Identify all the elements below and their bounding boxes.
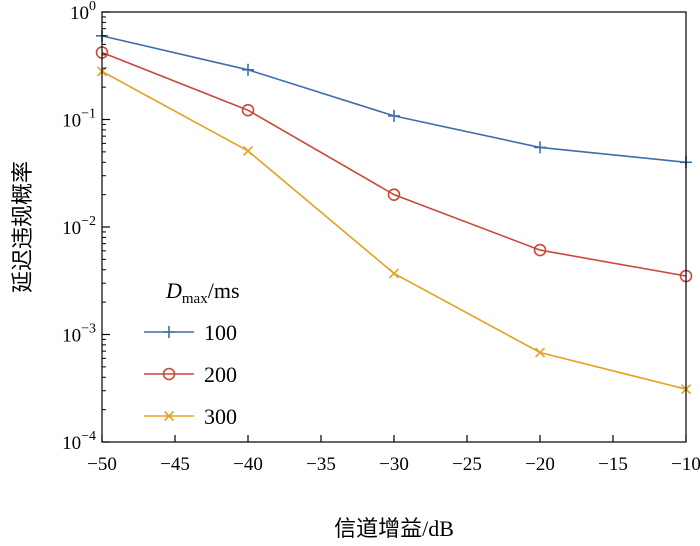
data-point-300 <box>534 347 546 358</box>
x-tick-label: −15 <box>598 454 628 475</box>
series-line-100 <box>101 35 687 164</box>
y-tick-label: 10−3 <box>62 322 96 347</box>
y-tick-base: 10 <box>62 218 81 239</box>
x-axis: −50 −45 −40 −35 −30 −25 −20 −15 −10 <box>87 435 700 475</box>
x-tick-label: −10 <box>671 454 700 475</box>
legend: Dmax/ms 100 200 300 <box>144 278 240 429</box>
data-point-200 <box>241 103 255 117</box>
y-tick-base: 10 <box>62 433 81 454</box>
legend-marker-300 <box>163 410 175 422</box>
y-tick-base: 10 <box>62 326 81 347</box>
data-point-300 <box>242 145 254 157</box>
y-tick-label: 10−1 <box>62 107 96 132</box>
legend-label-200: 200 <box>204 362 237 387</box>
data-point-200 <box>387 188 401 201</box>
x-tick-label: −25 <box>452 454 482 475</box>
legend-title-subscript: max <box>182 291 208 307</box>
data-point-200 <box>533 243 547 257</box>
data-point-100 <box>388 109 400 122</box>
legend-label-100: 100 <box>204 320 237 345</box>
y-tick-base: 10 <box>70 3 89 24</box>
legend-marker-200 <box>162 367 176 381</box>
y-axis-label: 延迟违规概率 <box>10 161 35 293</box>
y-tick-exponent: −1 <box>81 107 96 122</box>
plot-frame <box>101 11 687 443</box>
x-tick-label: −45 <box>160 454 190 475</box>
legend-title-unit: /ms <box>208 278 240 303</box>
x-tick-label: −20 <box>525 454 555 475</box>
data-point-100 <box>242 63 254 76</box>
legend-marker-100 <box>163 326 175 338</box>
y-tick-exponent: −4 <box>81 429 96 444</box>
y-tick-label: 10−2 <box>62 214 96 239</box>
x-axis-label: 信道增益/dB <box>334 516 454 541</box>
plot-layer <box>95 29 693 395</box>
legend-label-300: 300 <box>204 404 237 429</box>
y-tick-exponent: 0 <box>89 0 96 14</box>
y-tick-exponent: −2 <box>81 214 96 229</box>
y-tick-label: 100 <box>70 0 96 24</box>
x-tick-label: −50 <box>87 454 117 475</box>
y-tick-exponent: −3 <box>81 322 96 337</box>
y-tick-base: 10 <box>62 111 81 132</box>
y-tick-label: 10−4 <box>62 429 96 454</box>
series-line-200 <box>101 51 687 277</box>
data-point-100 <box>534 141 546 154</box>
legend-title: Dmax/ms <box>165 278 240 307</box>
data-point-300 <box>388 268 400 279</box>
x-tick-label: −40 <box>233 454 263 475</box>
legend-title-symbol: D <box>165 278 182 303</box>
x-tick-label: −30 <box>379 454 409 475</box>
x-tick-label: −35 <box>306 454 336 475</box>
